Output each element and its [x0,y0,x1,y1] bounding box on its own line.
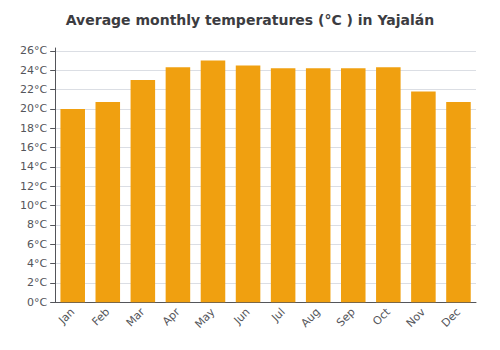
svg-text:Aug: Aug [298,306,322,330]
svg-text:22°C: 22°C [20,83,47,96]
svg-text:May: May [192,305,218,331]
svg-text:Jan: Jan [55,306,77,328]
svg-text:12°C: 12°C [20,180,47,193]
svg-text:Feb: Feb [89,306,112,329]
svg-text:16°C: 16°C [20,141,47,154]
svg-text:Jun: Jun [231,306,253,328]
svg-text:26°C: 26°C [20,44,47,57]
svg-text:Apr: Apr [160,305,183,328]
svg-text:20°C: 20°C [20,102,47,115]
svg-text:18°C: 18°C [20,122,47,135]
svg-text:Dec: Dec [439,306,463,330]
svg-text:Nov: Nov [404,305,429,330]
svg-text:0°C: 0°C [27,296,47,309]
svg-text:10°C: 10°C [20,199,47,212]
svg-text:Sep: Sep [334,306,358,330]
svg-text:Mar: Mar [124,305,148,329]
svg-text:4°C: 4°C [27,257,47,270]
svg-text:24°C: 24°C [20,64,47,77]
svg-text:2°C: 2°C [27,276,47,289]
svg-text:Jul: Jul [268,306,287,325]
svg-text:Oct: Oct [370,305,393,328]
svg-text:6°C: 6°C [27,238,47,251]
svg-text:14°C: 14°C [20,160,47,173]
svg-text:8°C: 8°C [27,218,47,231]
svg-text:Average monthly temperatures (: Average monthly temperatures (°C ) in Ya… [66,12,434,28]
